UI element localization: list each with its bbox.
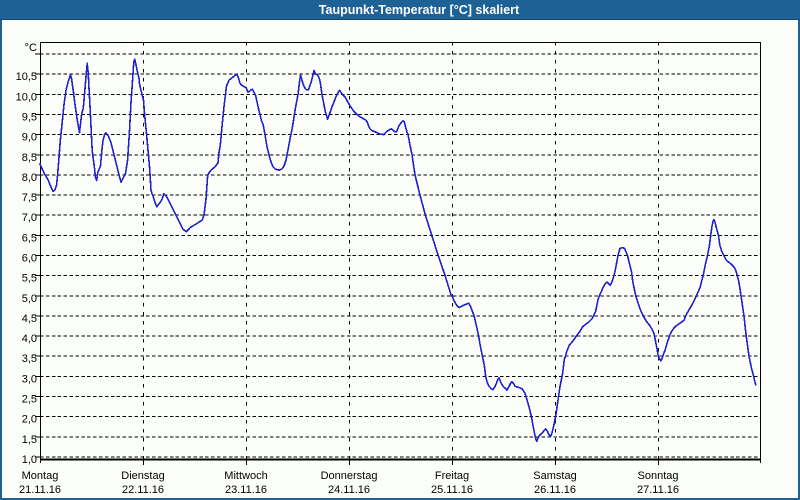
svg-text:25.11.16: 25.11.16 [431, 484, 473, 496]
svg-text:2,0: 2,0 [22, 414, 37, 426]
svg-text:7,5: 7,5 [22, 192, 37, 204]
svg-text:6,0: 6,0 [22, 253, 37, 265]
svg-text:26.11.16: 26.11.16 [534, 484, 576, 496]
svg-text:7,0: 7,0 [22, 212, 37, 224]
svg-text:8,5: 8,5 [22, 152, 37, 164]
svg-text:9,5: 9,5 [22, 112, 37, 124]
svg-text:5,0: 5,0 [22, 293, 37, 305]
svg-text:Taupunkt-Temperatur [°C] skali: Taupunkt-Temperatur [°C] skaliert [319, 3, 520, 17]
svg-text:1,5: 1,5 [22, 434, 37, 446]
svg-text:23.11.16: 23.11.16 [225, 484, 267, 496]
svg-text:27.11.16: 27.11.16 [637, 484, 679, 496]
svg-text:3,0: 3,0 [22, 373, 37, 385]
svg-text:21.11.16: 21.11.16 [19, 484, 61, 496]
svg-text:10,5: 10,5 [16, 71, 37, 83]
svg-text:10,0: 10,0 [16, 91, 37, 103]
svg-text:Mittwoch: Mittwoch [224, 470, 267, 482]
svg-text:8,0: 8,0 [22, 172, 37, 184]
svg-text:4,0: 4,0 [22, 333, 37, 345]
svg-text:Sonntag: Sonntag [638, 470, 679, 482]
svg-text:2,5: 2,5 [22, 394, 37, 406]
svg-text:6,5: 6,5 [22, 232, 37, 244]
svg-text:3,5: 3,5 [22, 353, 37, 365]
svg-text:°C: °C [25, 42, 37, 54]
svg-text:1,0: 1,0 [22, 454, 37, 466]
svg-text:Donnerstag: Donnerstag [321, 470, 378, 482]
svg-text:24.11.16: 24.11.16 [328, 484, 370, 496]
svg-text:5,5: 5,5 [22, 273, 37, 285]
svg-text:9,0: 9,0 [22, 132, 37, 144]
svg-text:Montag: Montag [22, 470, 59, 482]
svg-text:22.11.16: 22.11.16 [122, 484, 164, 496]
svg-text:Samstag: Samstag [533, 470, 576, 482]
svg-text:4,5: 4,5 [22, 313, 37, 325]
svg-text:Freitag: Freitag [435, 470, 469, 482]
svg-text:Dienstag: Dienstag [121, 470, 164, 482]
